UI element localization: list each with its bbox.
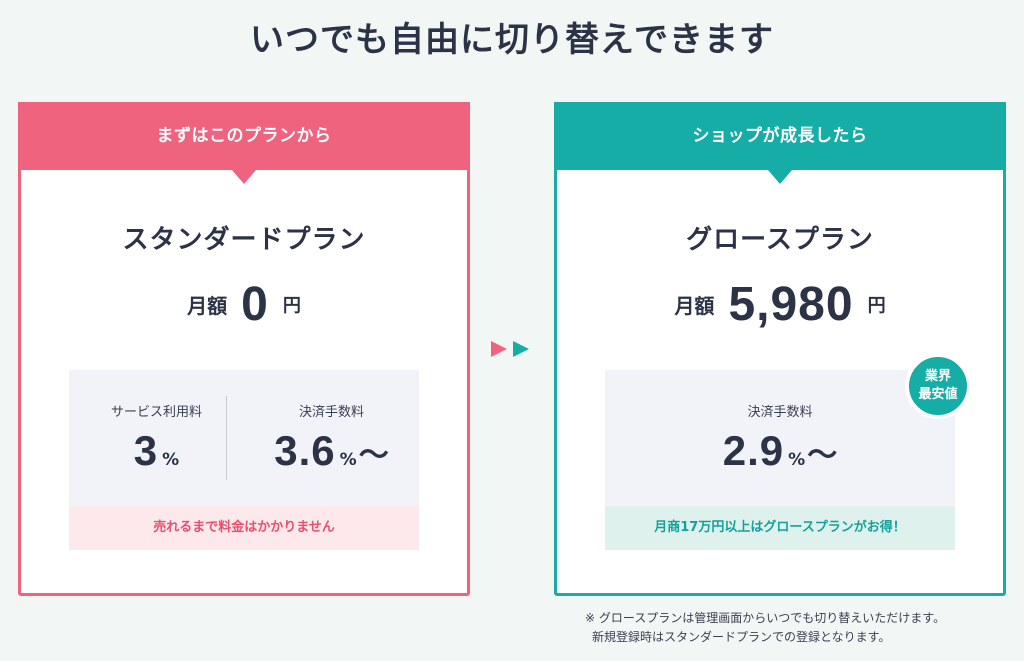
payment-fee-value: 2.9 %〜 <box>605 427 955 475</box>
service-fee-unit: % <box>162 450 180 470</box>
price-value: 0 <box>241 278 269 331</box>
payment-fee-suffix: 〜 <box>358 438 389 473</box>
header-notch <box>768 170 792 184</box>
footnote: ※ グロースプランは管理画面からいつでも切り替えいただけます。 新規登録時はスタ… <box>585 609 945 647</box>
service-fee: サービス利用料 3% <box>69 370 244 505</box>
price-label: 月額 <box>187 294 228 318</box>
standard-plan-card: まずはこのプランから スタンダードプラン 月額 0 円 サービス利用料 3% 決済手… <box>18 102 470 596</box>
standard-fee-note: 売れるまで料金はかかりません <box>69 506 419 550</box>
payment-fee-value: 3.6 %〜 <box>244 427 419 475</box>
header-notch <box>232 170 256 184</box>
footnote-line-1: ※ グロースプランは管理画面からいつでも切り替えいただけます。 <box>585 611 946 625</box>
service-fee-label: サービス利用料 <box>110 405 202 420</box>
price-label: 月額 <box>674 294 715 318</box>
standard-plan-price: 月額 0 円 <box>21 277 467 332</box>
badge-line-1: 業界 <box>924 369 951 384</box>
lowest-price-badge: 業界 最安値 <box>905 353 971 419</box>
payment-fee-label: 決済手数料 <box>298 405 364 420</box>
standard-plan-header: まずはこのプランから <box>18 102 470 184</box>
growth-plan-header-label: ショップが成長したら <box>692 126 868 146</box>
growth-fee-box: 決済手数料 2.9 %〜 月商17万円以上はグロースプランがお得！ <box>605 370 955 550</box>
payment-fee: 決済手数料 3.6 %〜 <box>244 370 419 505</box>
payment-fee-number: 2.9 <box>722 427 785 474</box>
standard-plan-header-label: まずはこのプランから <box>156 126 332 146</box>
payment-fee-label: 決済手数料 <box>747 405 813 420</box>
fee-divider <box>226 396 227 480</box>
standard-fee-box: サービス利用料 3% 決済手数料 3.6 %〜 売れるまで料金はかかりません <box>69 370 419 550</box>
price-unit: 円 <box>867 295 886 317</box>
growth-plan-name: グロースプラン <box>686 225 874 255</box>
page-title: いつでも自由に切り替えできます <box>250 20 774 60</box>
payment-fee-unit: % <box>788 450 806 470</box>
payment-fee-unit: % <box>339 450 357 470</box>
growth-fee-note: 月商17万円以上はグロースプランがお得！ <box>605 506 955 550</box>
growth-plan-price: 月額 5,980 円 <box>557 277 1003 332</box>
double-right-arrow-icon <box>491 341 529 357</box>
growth-plan-card: ショップが成長したら グロースプラン 月額 5,980 円 決済手数料 2.9 %〜 … <box>554 102 1006 596</box>
standard-plan-name: スタンダードプラン <box>122 225 366 255</box>
service-fee-number: 3 <box>133 427 159 474</box>
price-value: 5,980 <box>728 278 854 331</box>
growth-plan-header: ショップが成長したら <box>554 102 1006 184</box>
service-fee-value: 3% <box>69 427 244 475</box>
badge-line-2: 最安値 <box>918 387 958 402</box>
price-unit: 円 <box>282 295 301 317</box>
payment-fee-number: 3.6 <box>274 427 336 474</box>
payment-fee-suffix: 〜 <box>807 438 838 473</box>
footnote-line-2: 新規登録時はスタンダードプランでの登録となります。 <box>592 630 891 644</box>
payment-fee: 決済手数料 2.9 %〜 <box>605 370 955 505</box>
